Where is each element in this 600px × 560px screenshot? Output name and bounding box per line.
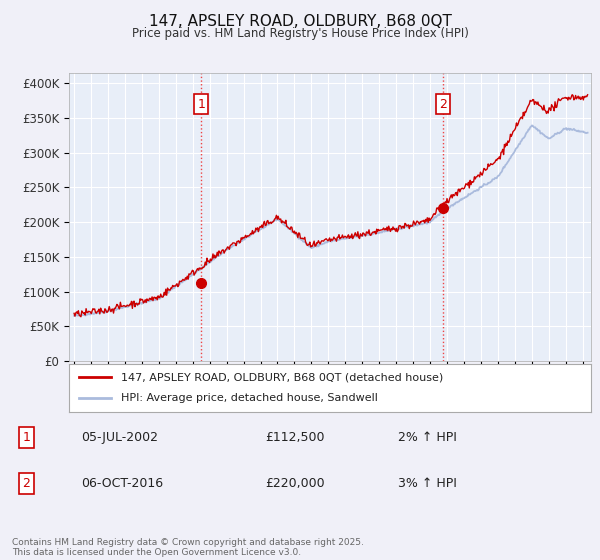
Text: 1: 1: [22, 431, 31, 444]
Text: 3% ↑ HPI: 3% ↑ HPI: [398, 477, 457, 490]
Text: 1: 1: [197, 97, 205, 110]
Text: HPI: Average price, detached house, Sandwell: HPI: Average price, detached house, Sand…: [121, 393, 378, 403]
Text: £220,000: £220,000: [265, 477, 325, 490]
Text: £112,500: £112,500: [265, 431, 325, 444]
Text: Price paid vs. HM Land Registry's House Price Index (HPI): Price paid vs. HM Land Registry's House …: [131, 27, 469, 40]
Text: 147, APSLEY ROAD, OLDBURY, B68 0QT: 147, APSLEY ROAD, OLDBURY, B68 0QT: [149, 14, 451, 29]
Text: 2: 2: [22, 477, 31, 490]
Text: 06-OCT-2016: 06-OCT-2016: [81, 477, 163, 490]
Text: 147, APSLEY ROAD, OLDBURY, B68 0QT (detached house): 147, APSLEY ROAD, OLDBURY, B68 0QT (deta…: [121, 372, 443, 382]
Text: Contains HM Land Registry data © Crown copyright and database right 2025.
This d: Contains HM Land Registry data © Crown c…: [12, 538, 364, 557]
Text: 2: 2: [439, 97, 446, 110]
Text: 05-JUL-2002: 05-JUL-2002: [81, 431, 158, 444]
Text: 2% ↑ HPI: 2% ↑ HPI: [398, 431, 457, 444]
